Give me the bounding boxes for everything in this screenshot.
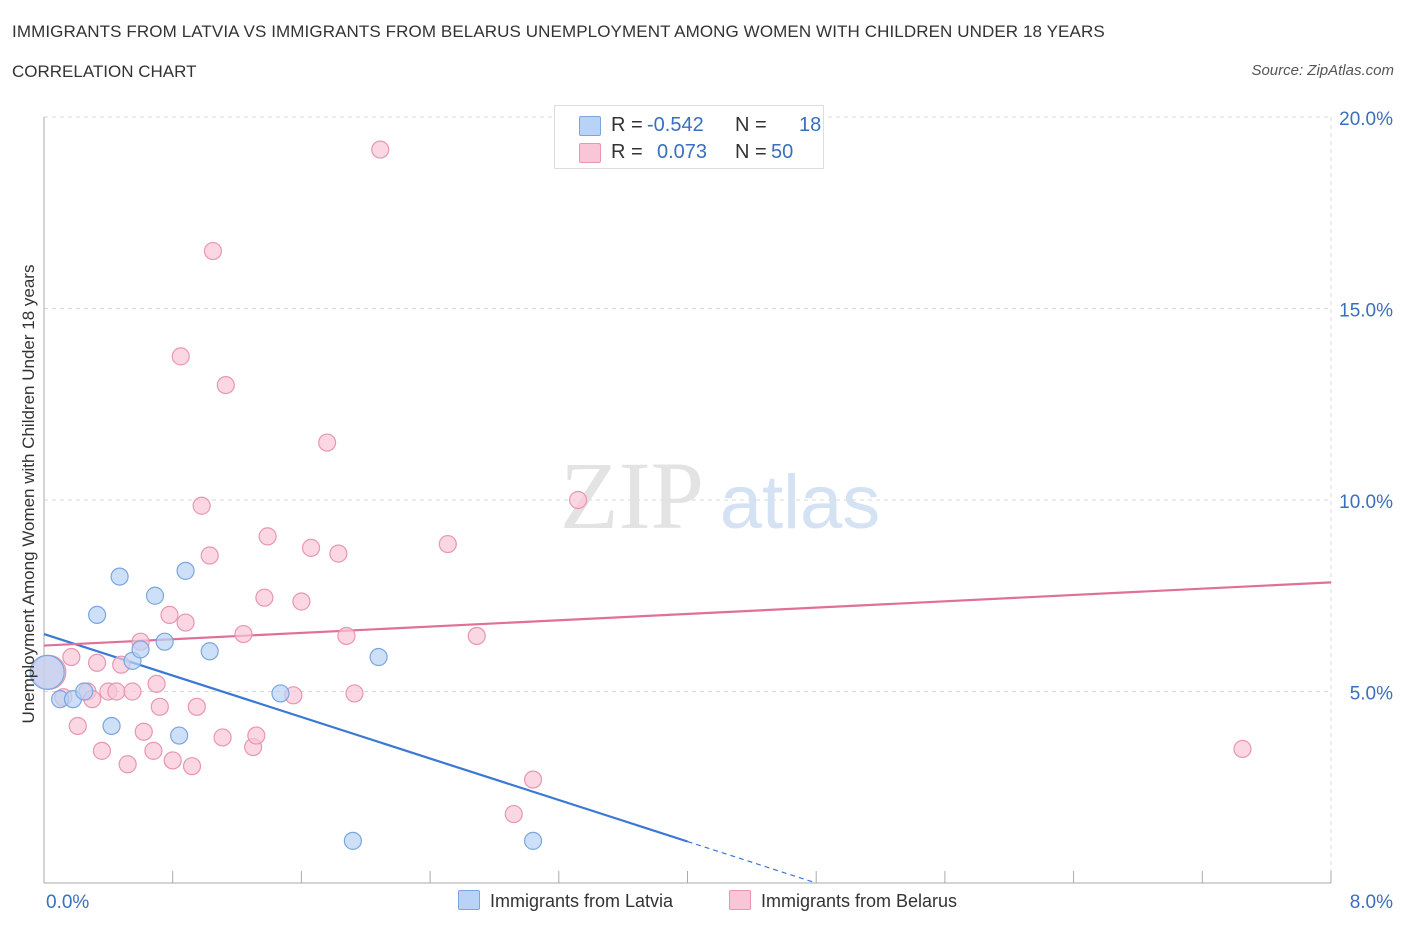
data-point-latvia	[343, 831, 362, 850]
source-label: Source: ZipAtlas.com	[1251, 62, 1394, 79]
data-point-belarus	[160, 605, 179, 625]
data-point-latvia	[200, 642, 219, 661]
data-point-belarus	[68, 716, 87, 736]
data-point-latvia	[523, 831, 543, 850]
data-point-latvia	[145, 586, 165, 605]
data-point-belarus	[345, 684, 364, 703]
data-point-belarus	[318, 433, 337, 452]
data-point-belarus	[329, 544, 348, 563]
data-point-latvia	[155, 632, 174, 651]
trend-line-latvia	[43, 633, 688, 843]
legend-r-label: R =	[611, 141, 643, 163]
data-point-belarus	[292, 592, 311, 611]
data-point-belarus	[134, 722, 153, 741]
y-axis-label: Unemployment Among Women with Children U…	[19, 264, 38, 724]
legend-r-label: R =	[611, 114, 643, 136]
legend-r-value: -0.542	[647, 114, 704, 136]
watermark: ZIP atlas	[560, 442, 880, 549]
correlation-legend: R = -0.542 N = 18 R = 0.073 N = 50	[554, 105, 824, 169]
data-points	[29, 140, 1252, 850]
bottom-legend-belarus: Immigrants from Belarus	[729, 890, 957, 912]
data-point-belarus	[438, 534, 457, 554]
data-point-belarus	[144, 741, 163, 760]
data-point-belarus	[200, 546, 219, 565]
tick-labels: 5.0% 10.0% 15.0% 20.0% 0.0% 8.0%	[46, 109, 1393, 913]
data-point-latvia	[176, 561, 195, 580]
data-point-latvia	[87, 605, 107, 625]
trend-line-belarus	[43, 581, 1332, 647]
data-point-belarus	[176, 613, 195, 632]
data-point-belarus	[150, 697, 169, 716]
data-point-belarus	[371, 140, 390, 159]
data-point-belarus	[92, 741, 112, 760]
data-point-belarus	[182, 757, 202, 776]
legend-swatch-belarus	[579, 143, 601, 163]
legend-swatch-latvia	[579, 116, 601, 136]
data-point-belarus	[569, 490, 588, 510]
data-point-belarus	[123, 682, 142, 701]
data-point-latvia	[102, 716, 121, 736]
data-point-belarus	[467, 626, 486, 646]
data-point-latvia	[170, 726, 189, 745]
data-point-belarus	[504, 804, 523, 824]
data-point-latvia	[369, 647, 388, 667]
data-point-belarus	[187, 697, 206, 716]
data-point-belarus	[301, 538, 321, 557]
data-point-belarus	[523, 770, 543, 789]
data-point-belarus	[247, 726, 266, 745]
data-point-latvia	[131, 640, 150, 659]
data-point-belarus	[87, 653, 107, 672]
data-point-belarus	[118, 755, 137, 774]
trend-lines	[43, 581, 1332, 884]
data-point-belarus	[147, 674, 166, 693]
bottom-legend-label-belarus: Immigrants from Belarus	[761, 891, 958, 911]
chart-title: IMMIGRANTS FROM LATVIA VS IMMIGRANTS FRO…	[12, 22, 1105, 41]
chart-subtitle: CORRELATION CHART	[12, 62, 197, 81]
data-point-belarus	[192, 496, 211, 515]
y-tick-label: 20.0%	[1339, 109, 1393, 130]
bottom-legend-latvia: Immigrants from Latvia	[458, 890, 673, 912]
data-point-belarus	[107, 682, 126, 701]
legend-n-label: N =	[735, 141, 767, 163]
axes	[43, 117, 1332, 884]
legend-n-label: N =	[735, 114, 767, 136]
data-point-belarus	[171, 347, 190, 366]
y-tick-label: 5.0%	[1350, 684, 1393, 705]
trend-line-extension-latvia	[687, 840, 817, 884]
bottom-legend-swatch-belarus	[729, 890, 751, 910]
data-point-belarus	[234, 624, 253, 644]
data-point-belarus	[203, 241, 223, 261]
x-tick-label: 8.0%	[1350, 892, 1393, 913]
data-point-belarus	[1233, 739, 1252, 759]
watermark-atlas: atlas	[720, 460, 881, 545]
data-point-latvia	[29, 654, 65, 690]
data-point-belarus	[62, 647, 81, 667]
data-point-belarus	[213, 728, 232, 747]
y-tick-label: 15.0%	[1339, 301, 1393, 322]
bottom-legend-label-latvia: Immigrants from Latvia	[490, 891, 674, 911]
data-point-belarus	[258, 527, 277, 546]
data-point-latvia	[75, 682, 94, 701]
data-point-belarus	[163, 751, 182, 770]
y-tick-label: 10.0%	[1339, 492, 1393, 513]
data-point-belarus	[255, 588, 274, 607]
data-point-belarus	[216, 376, 235, 395]
legend-n-value: 50	[771, 141, 794, 163]
legend-n-value: 18	[799, 114, 822, 136]
bottom-legend-swatch-latvia	[458, 890, 480, 910]
data-point-latvia	[271, 684, 290, 703]
data-point-latvia	[110, 567, 129, 586]
legend-r-value: 0.073	[657, 141, 708, 163]
x-tick-label: 0.0%	[46, 892, 89, 913]
data-point-belarus	[337, 626, 356, 646]
